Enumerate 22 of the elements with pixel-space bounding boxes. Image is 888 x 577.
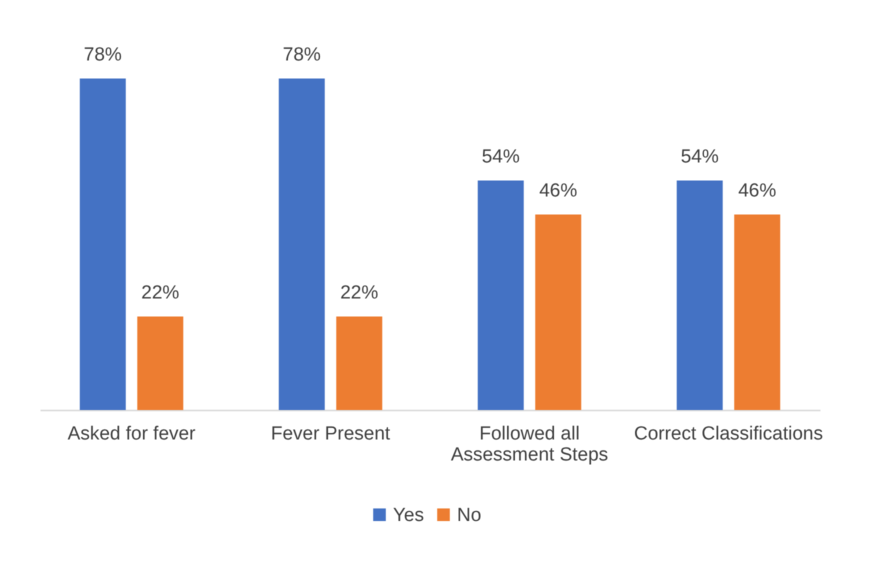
data-label: 78% [282,44,321,66]
legend-label: Yes [393,504,424,526]
data-label: 54% [482,146,520,168]
data-label: 78% [84,44,122,66]
bar [278,78,325,410]
bar [535,214,582,410]
bar [137,316,184,410]
legend-label: No [457,504,482,526]
x-tick-label: Followed all Assessment Steps [450,424,608,466]
x-tick-label: Correct Classifications [634,424,823,444]
data-label: 46% [539,180,578,202]
bar [734,214,780,410]
bar [80,78,126,410]
data-label: 22% [141,282,180,304]
data-label: 22% [340,282,378,304]
bar [478,180,524,410]
x-tick-label: Fever Present [270,424,391,444]
data-label: 54% [680,146,719,168]
bar [336,316,382,410]
bar [676,180,723,410]
x-tick-label: Asked for fever [68,424,196,444]
data-label: 46% [738,180,776,202]
